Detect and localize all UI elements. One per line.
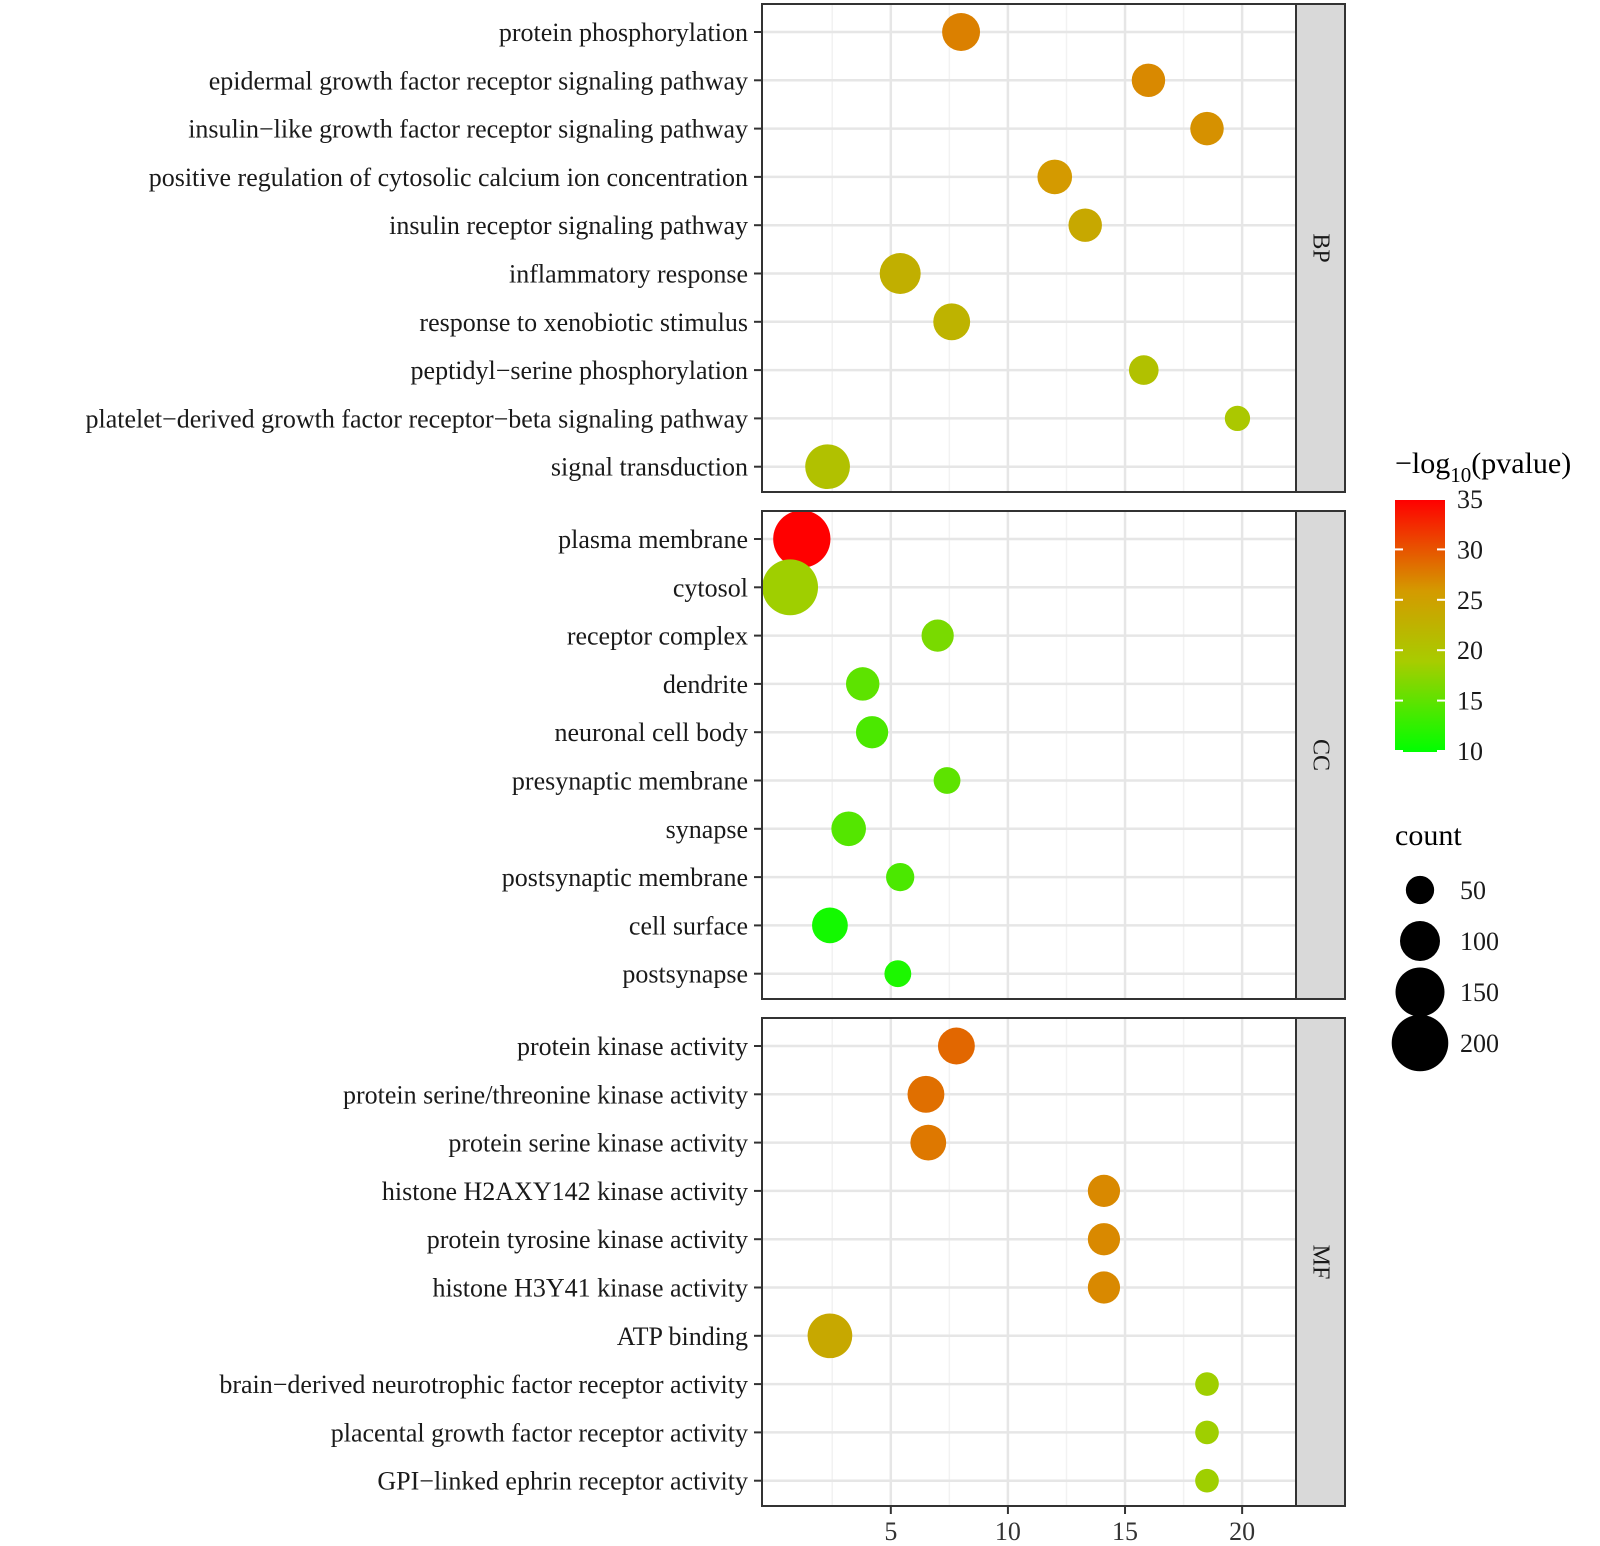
y-tick-label: signal transduction xyxy=(551,453,748,482)
facet-strip-label: MF xyxy=(1308,1245,1334,1280)
y-tick-label: insulin receptor signaling pathway xyxy=(389,211,748,240)
data-point xyxy=(1224,405,1251,432)
color-legend-title: −log10(pvalue) xyxy=(1395,447,1571,487)
panel-background xyxy=(762,511,1296,999)
y-tick-label: platelet−derived growth factor receptor−… xyxy=(86,404,748,433)
y-tick-label: positive regulation of cytosolic calcium… xyxy=(149,163,748,192)
data-point xyxy=(1195,1372,1219,1396)
data-point xyxy=(1195,1468,1219,1493)
x-tick-label: 5 xyxy=(884,1517,897,1546)
colorbar-label: 10 xyxy=(1457,737,1483,766)
size-legend-label: 200 xyxy=(1460,1029,1499,1058)
data-point xyxy=(933,767,961,794)
y-tick-label: protein tyrosine kinase activity xyxy=(427,1225,748,1254)
x-axis: 5 10 15 20 xyxy=(884,1506,1255,1546)
data-point xyxy=(855,716,889,749)
panel-cc: plasma membrane cytosol receptor complex de… xyxy=(502,510,1346,1000)
y-tick-label: brain−derived neurotrophic factor recept… xyxy=(219,1370,748,1399)
x-tick-label: 15 xyxy=(1112,1517,1138,1546)
y-tick-label: protein serine kinase activity xyxy=(448,1129,748,1158)
data-point xyxy=(831,811,866,847)
y-tick-label: insulin−like growth factor receptor sign… xyxy=(188,115,748,144)
y-tick-label: cell surface xyxy=(629,911,748,940)
data-point xyxy=(1068,208,1102,242)
colorbar-label: 30 xyxy=(1457,535,1483,564)
y-tick-label: protein serine/threonine kinase activity xyxy=(343,1080,748,1109)
y-tick-label: ATP binding xyxy=(617,1322,748,1351)
data-point xyxy=(933,303,971,341)
data-point xyxy=(845,667,880,701)
y-tick-label: synapse xyxy=(666,815,748,844)
facet-strip-label: CC xyxy=(1308,739,1334,771)
y-tick-label: dendrite xyxy=(663,670,748,699)
data-point xyxy=(910,1124,947,1161)
y-tick-label: plasma membrane xyxy=(558,525,748,554)
y-tick-label: response to xenobiotic stimulus xyxy=(419,308,748,337)
panel-bp: protein phosphorylation epidermal growth … xyxy=(86,3,1346,493)
y-tick-label: protein kinase activity xyxy=(517,1032,748,1061)
facet-strip-label: BP xyxy=(1308,233,1334,262)
y-tick-label: postsynapse xyxy=(622,960,748,989)
y-tick-label: GPI−linked ephrin receptor activity xyxy=(377,1467,748,1496)
y-tick-label: peptidyl−serine phosphorylation xyxy=(411,356,748,385)
size-legend-key xyxy=(1405,875,1435,905)
y-tick-label: histone H2AXY142 kinase activity xyxy=(382,1177,748,1206)
facet-strip xyxy=(1295,510,1346,1000)
x-tick-label: 20 xyxy=(1229,1517,1255,1546)
data-point xyxy=(1128,355,1159,385)
data-point xyxy=(1037,159,1073,195)
data-point xyxy=(879,253,921,294)
colorbar-label: 25 xyxy=(1457,586,1483,615)
data-point xyxy=(1087,1271,1121,1304)
facet-panels: protein phosphorylation epidermal growth … xyxy=(86,3,1346,1507)
y-tick-label: receptor complex xyxy=(567,622,748,651)
data-point xyxy=(1087,1174,1121,1208)
size-legend-label: 150 xyxy=(1460,978,1499,1007)
data-point xyxy=(1131,63,1166,98)
y-tick-label: neuronal cell body xyxy=(555,718,749,747)
data-point xyxy=(773,510,831,568)
y-tick-label: placental growth factor receptor activit… xyxy=(331,1418,748,1447)
y-tick-label: histone H3Y41 kinase activity xyxy=(432,1274,748,1303)
y-tick-label: cytosol xyxy=(673,573,748,602)
facet-strip xyxy=(1295,3,1346,493)
colorbar-label: 15 xyxy=(1457,687,1483,716)
panel-mf: protein kinase activity protein serine/th… xyxy=(219,1017,1346,1507)
colorbar-label: 20 xyxy=(1457,636,1483,665)
data-point xyxy=(807,1313,853,1359)
data-point xyxy=(1190,111,1224,146)
y-tick-label: presynaptic membrane xyxy=(512,767,748,796)
size-legend-label: 100 xyxy=(1460,927,1499,956)
data-point xyxy=(942,13,981,51)
size-legend-label: 50 xyxy=(1460,876,1486,905)
size-legend-key xyxy=(1400,921,1440,961)
size-legend-key xyxy=(1391,1014,1449,1072)
colorbar-label: 35 xyxy=(1457,485,1483,514)
data-point xyxy=(907,1075,945,1113)
data-point xyxy=(812,907,848,944)
data-point xyxy=(921,619,954,652)
size-legend-key xyxy=(1395,967,1445,1017)
colorbar xyxy=(1395,500,1445,752)
data-point xyxy=(884,960,912,988)
y-tick-label: epidermal growth factor receptor signali… xyxy=(209,66,748,95)
data-point xyxy=(886,862,915,892)
y-tick-label: postsynaptic membrane xyxy=(502,863,748,892)
panel-background xyxy=(762,4,1296,492)
data-point xyxy=(1195,1420,1219,1445)
y-tick-label: inflammatory response xyxy=(509,260,748,289)
y-tick-label: protein phosphorylation xyxy=(499,18,748,47)
x-tick-label: 10 xyxy=(995,1517,1021,1546)
data-point xyxy=(762,559,819,616)
data-point xyxy=(805,444,850,490)
data-point xyxy=(1087,1223,1121,1256)
size-legend-title: count xyxy=(1395,819,1462,852)
data-point xyxy=(937,1027,975,1065)
legends: −log10(pvalue) count 10 15 20 25 30 35 50 100 15… xyxy=(1391,447,1571,1072)
facet-strip xyxy=(1295,1017,1346,1507)
